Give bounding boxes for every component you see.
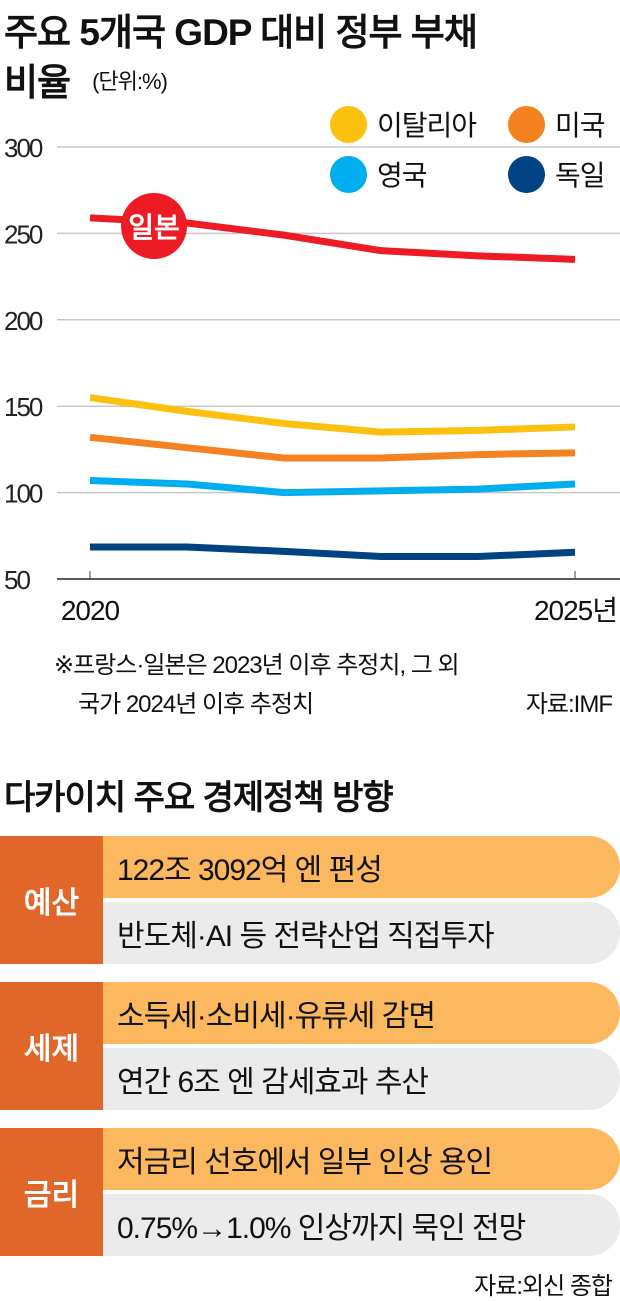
- series-line-이탈리아: [89, 394, 576, 436]
- policy-main: 122조 3092억 엔 편성: [103, 836, 620, 898]
- legend-dot-icon: [508, 105, 545, 143]
- series-line-미국: [89, 433, 576, 462]
- legend-dot-icon: [508, 155, 545, 193]
- policy-category: 금리: [0, 1128, 103, 1256]
- y-tick-label: 100: [4, 479, 43, 509]
- legend-uk: 영국: [330, 154, 428, 194]
- legend-label: 영국: [377, 160, 428, 191]
- x-tick-label: 2025년: [534, 595, 617, 626]
- legend-dot-icon: [330, 155, 367, 193]
- series-line-영국: [89, 477, 576, 497]
- y-tick-label: 250: [4, 219, 43, 249]
- note-line2: 국가 2024년 이후 추정치: [78, 691, 314, 718]
- unit-label: (단위:%): [92, 69, 168, 94]
- y-tick-label: 150: [4, 392, 43, 422]
- chart-title-line2: 비율 (단위:%): [4, 52, 168, 106]
- policy-detail: 반도체·AI 등 전략산업 직접투자: [103, 902, 620, 964]
- chart-title-line1: 주요 5개국 GDP 대비 정부 부채: [4, 12, 478, 53]
- y-tick-label: 50: [4, 565, 30, 595]
- japan-label: 일본: [128, 212, 180, 243]
- legend-dot-icon: [330, 105, 367, 143]
- chart-title-text: 비율: [4, 62, 71, 103]
- policy-source: 자료:외신 종합: [474, 1273, 613, 1300]
- policy-main: 소득세·소비세·유류세 감면: [103, 982, 620, 1044]
- policy-main: 저금리 선호에서 일부 인상 용인: [103, 1128, 620, 1190]
- policy-title: 다카이치 주요 경제정책 방향: [4, 779, 394, 817]
- legend-label: 이탈리아: [377, 110, 477, 141]
- chart-source: 자료:IMF: [525, 691, 613, 718]
- legend-label: 미국: [555, 110, 606, 141]
- japan-label-badge: [121, 193, 187, 259]
- policy-category: 세제: [0, 982, 103, 1110]
- policy-category: 예산: [0, 836, 103, 964]
- legend-germany: 독일: [508, 154, 606, 194]
- line-chart: 300 250 200 150 100 50 2020 2025년 일본: [4, 133, 620, 626]
- legend-italy: 이탈리아: [330, 104, 477, 144]
- y-tick-label: 200: [4, 306, 43, 336]
- legend-usa: 미국: [508, 104, 606, 144]
- x-tick-label: 2020: [61, 595, 120, 626]
- series-line-독일: [90, 543, 576, 561]
- y-tick-label: 300: [4, 133, 43, 163]
- policy-detail: 0.75%→1.0% 인상까지 묵인 전망: [103, 1194, 620, 1256]
- note-line1: ※프랑스·일본은 2023년 이후 추정치, 그 외: [54, 652, 460, 679]
- legend-label: 독일: [555, 160, 606, 191]
- policy-detail: 연간 6조 엔 감세효과 추산: [103, 1048, 620, 1110]
